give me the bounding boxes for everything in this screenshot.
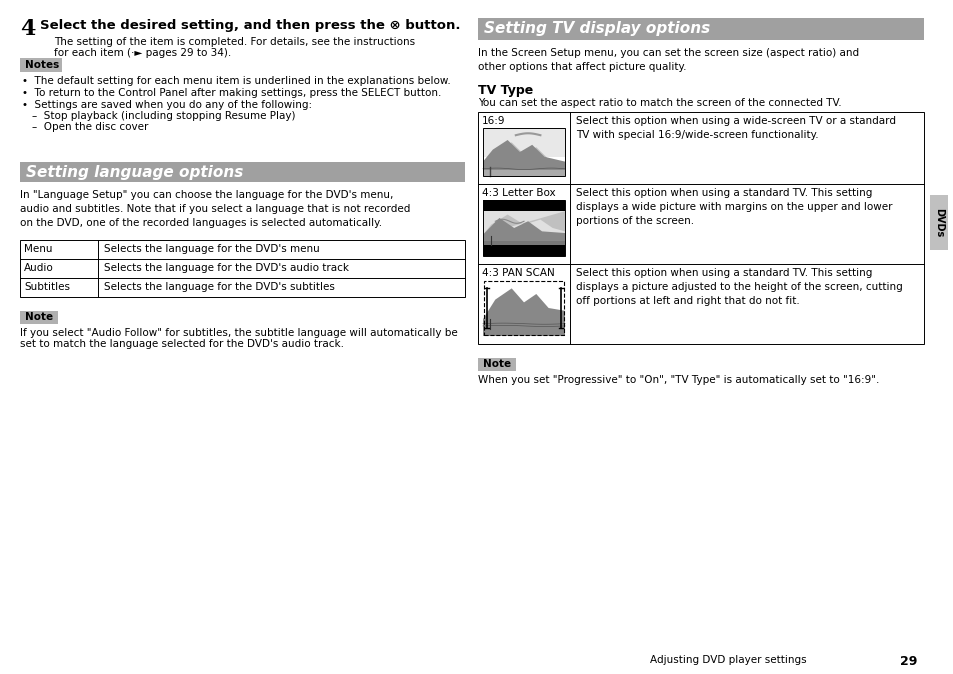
Text: When you set "Progressive" to "On", "TV Type" is automatically set to "16:9".: When you set "Progressive" to "On", "TV … bbox=[477, 375, 879, 385]
Bar bbox=[929, 195, 947, 250]
Text: 29: 29 bbox=[899, 655, 917, 668]
Text: •  To return to the Control Panel after making settings, press the SELECT button: • To return to the Control Panel after m… bbox=[22, 88, 441, 98]
Text: Note: Note bbox=[25, 312, 53, 322]
Polygon shape bbox=[482, 211, 564, 235]
Bar bbox=[20, 311, 58, 324]
Text: •  Settings are saved when you do any of the following:: • Settings are saved when you do any of … bbox=[22, 100, 312, 110]
Text: Audio: Audio bbox=[24, 263, 53, 273]
Bar bbox=[482, 128, 564, 176]
Text: In the Screen Setup menu, you can set the screen size (aspect ratio) and
other o: In the Screen Setup menu, you can set th… bbox=[477, 48, 859, 72]
Text: Selects the language for the DVD's subtitles: Selects the language for the DVD's subti… bbox=[104, 282, 335, 292]
Text: Select the desired setting, and then press the ⊗ button.: Select the desired setting, and then pre… bbox=[40, 19, 460, 32]
Polygon shape bbox=[482, 218, 564, 245]
Polygon shape bbox=[482, 288, 564, 336]
Text: In "Language Setup" you can choose the language for the DVD's menu,
audio and su: In "Language Setup" you can choose the l… bbox=[20, 190, 410, 228]
Text: Notes: Notes bbox=[25, 60, 59, 70]
Text: DVDs: DVDs bbox=[933, 208, 943, 237]
Text: TV Type: TV Type bbox=[477, 84, 533, 97]
Bar bbox=[477, 112, 923, 344]
Polygon shape bbox=[482, 142, 564, 168]
Bar bbox=[482, 280, 564, 336]
Bar bbox=[482, 330, 564, 336]
Text: set to match the language selected for the DVD's audio track.: set to match the language selected for t… bbox=[20, 339, 344, 349]
Text: Select this option when using a standard TV. This setting
displays a wide pictur: Select this option when using a standard… bbox=[576, 188, 892, 226]
Text: 16:9: 16:9 bbox=[481, 116, 505, 126]
Text: If you select "Audio Follow" for subtitles, the subtitle language will automatic: If you select "Audio Follow" for subtitl… bbox=[20, 328, 457, 338]
Text: Adjusting DVD player settings: Adjusting DVD player settings bbox=[649, 655, 806, 665]
Polygon shape bbox=[482, 297, 564, 322]
Text: Note: Note bbox=[482, 359, 511, 369]
Bar bbox=[20, 162, 464, 182]
Bar bbox=[482, 211, 564, 245]
Text: 4: 4 bbox=[20, 18, 35, 40]
Bar bbox=[482, 128, 564, 176]
Bar bbox=[477, 358, 516, 371]
Bar bbox=[482, 200, 564, 256]
Polygon shape bbox=[482, 140, 564, 176]
Bar bbox=[20, 240, 464, 297]
Text: for each item (·► pages 29 to 34).: for each item (·► pages 29 to 34). bbox=[54, 48, 231, 58]
Text: You can set the aspect ratio to match the screen of the connected TV.: You can set the aspect ratio to match th… bbox=[477, 98, 841, 108]
Text: •  The default setting for each menu item is underlined in the explanations belo: • The default setting for each menu item… bbox=[22, 76, 450, 86]
Bar bbox=[477, 18, 923, 40]
Text: The setting of the item is completed. For details, see the instructions: The setting of the item is completed. Fo… bbox=[54, 37, 415, 47]
Text: 4:3 PAN SCAN: 4:3 PAN SCAN bbox=[481, 268, 554, 278]
Bar bbox=[20, 58, 62, 72]
Bar bbox=[482, 171, 564, 176]
Text: –  Stop playback (including stopping Resume Play): – Stop playback (including stopping Resu… bbox=[32, 111, 295, 121]
Text: Setting TV display options: Setting TV display options bbox=[483, 21, 709, 36]
Text: –  Open the disc cover: – Open the disc cover bbox=[32, 122, 149, 132]
Bar bbox=[482, 241, 564, 245]
Text: Selects the language for the DVD's audio track: Selects the language for the DVD's audio… bbox=[104, 263, 349, 273]
Bar bbox=[482, 200, 564, 256]
Text: Selects the language for the DVD's menu: Selects the language for the DVD's menu bbox=[104, 244, 319, 254]
Text: Select this option when using a wide-screen TV or a standard
TV with special 16:: Select this option when using a wide-scr… bbox=[576, 116, 895, 140]
Bar bbox=[483, 281, 563, 335]
Text: 4:3 Letter Box: 4:3 Letter Box bbox=[481, 188, 555, 198]
Text: Menu: Menu bbox=[24, 244, 52, 254]
Text: Subtitles: Subtitles bbox=[24, 282, 70, 292]
Bar bbox=[482, 128, 564, 157]
Text: Setting language options: Setting language options bbox=[26, 165, 243, 180]
Text: Select this option when using a standard TV. This setting
displays a picture adj: Select this option when using a standard… bbox=[576, 268, 902, 306]
